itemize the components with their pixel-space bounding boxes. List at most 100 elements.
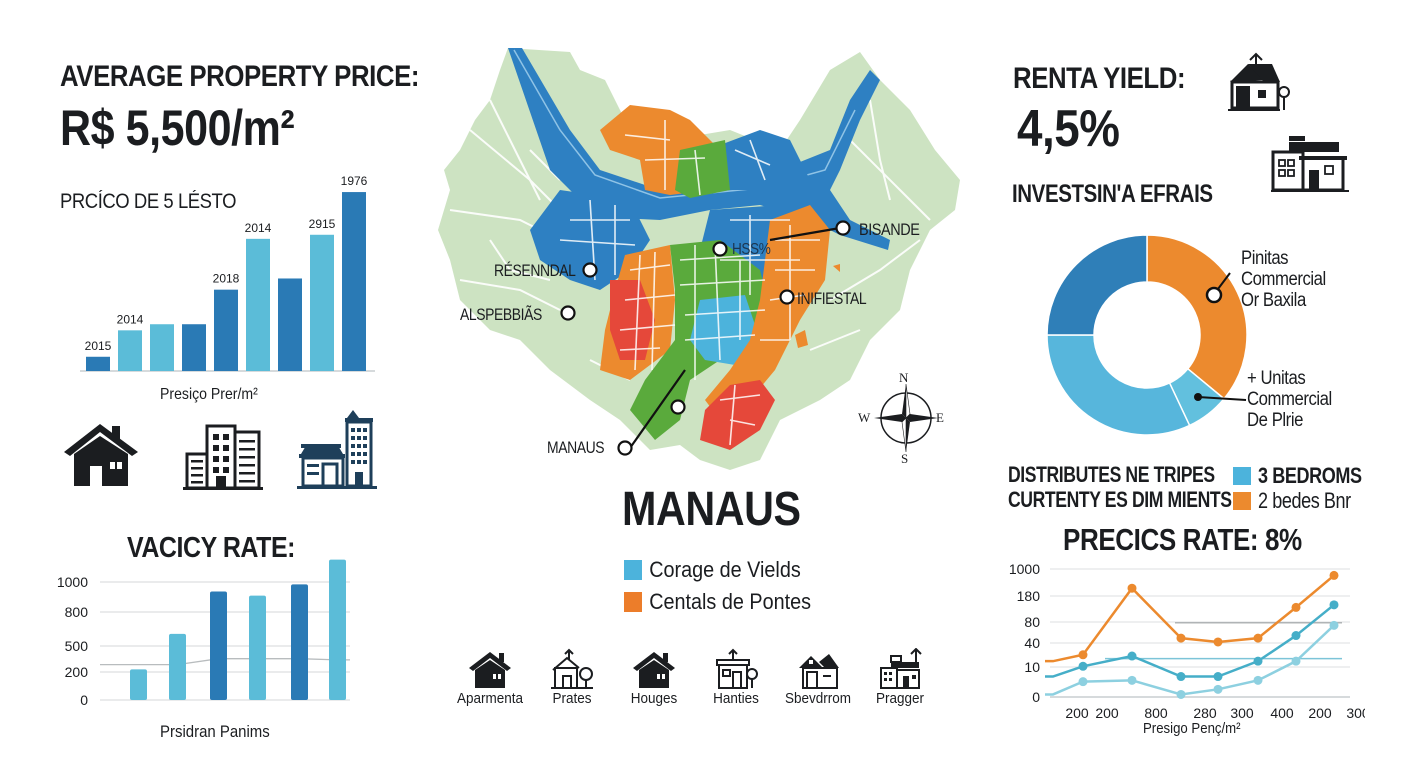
vacancy-y-tick: 1000 (57, 574, 88, 590)
line-point (1253, 633, 1263, 643)
map-label-resenndal: RÉSENNDAL (494, 261, 576, 280)
line-series (1045, 624, 1335, 696)
price-bar (150, 324, 174, 371)
cottage-outline-icon (799, 654, 839, 689)
legend-item-orange: Centals de Pontes (624, 589, 811, 615)
vacancy-bar-chart: 0 200 500 800 1000 (57, 559, 350, 708)
price-bar (86, 356, 110, 371)
line-point (1253, 675, 1263, 685)
rental-yield-value: 4,5% (1017, 100, 1120, 158)
property-type-apartments[interactable]: Aparmenta (450, 648, 530, 728)
legend-label-3-bedrooms: 3 BEDROMS (1258, 462, 1362, 488)
two-storey-house-icon (1271, 136, 1349, 192)
legend-label-blue: Corage de Vields (649, 557, 801, 582)
line-point (1329, 600, 1339, 610)
line-point (1213, 637, 1223, 647)
map-label-manaus: MANAUS (547, 438, 605, 457)
property-type-sbevdrrom[interactable]: Sbevdrrom (778, 648, 858, 728)
compass-rose: N S W E (858, 370, 958, 466)
house-tree-icon (1228, 52, 1290, 111)
line-point (1127, 675, 1137, 685)
bedroom-legend: 3 BEDROMS 2 bedes Bnr (1233, 463, 1384, 513)
house-tree-outline-icon (551, 648, 593, 689)
price-bar (246, 238, 270, 371)
property-type-pragger[interactable]: Pragger (860, 648, 940, 728)
pin-alspebbias (560, 305, 576, 321)
investment-title: INVESTSIN'A EFRAIS (1012, 180, 1213, 208)
vacancy-title: VACICY RATE: (127, 532, 296, 564)
vacancy-y-tick: 200 (65, 664, 89, 680)
line-y-tick: 1000 (1009, 561, 1040, 577)
price-bar (342, 192, 366, 371)
office-buildings-icon (183, 424, 263, 490)
property-type-prates[interactable]: Prates (532, 648, 612, 728)
donut-slice (1046, 234, 1148, 336)
map-label-bisande: BISANDE (859, 220, 920, 239)
line-series (1045, 574, 1335, 663)
vacancy-y-tick: 800 (65, 604, 89, 620)
property-type-label: Houges (630, 690, 678, 707)
donut-label-units: + Unitas Commercial De Plrie (1247, 368, 1332, 431)
map-legend: Corage de Vields Centals de Pontes (624, 557, 832, 621)
property-type-label: Prates (552, 690, 592, 707)
line-point (1291, 656, 1301, 666)
house-solid-icon (633, 652, 675, 688)
price-bar-label: 1976 (341, 174, 368, 188)
compass-s: S (901, 451, 909, 466)
legend-swatch-2-bedrooms (1233, 491, 1251, 510)
property-type-houges[interactable]: Houges (614, 648, 694, 728)
line-point (1127, 651, 1137, 661)
pin-bisande (835, 220, 851, 236)
line-point (1213, 684, 1223, 694)
compass-w: W (858, 410, 871, 425)
line-point (1127, 583, 1137, 593)
line-x-tick: 200 (1095, 705, 1119, 721)
legend-2-bedrooms: 2 bedes Bnr (1233, 488, 1384, 513)
line-y-tick: 80 (1024, 614, 1040, 630)
line-x-tick: 400 (1270, 705, 1294, 721)
price-bar-label: 2915 (309, 217, 336, 231)
line-x-tick: 200 (1065, 705, 1089, 721)
price-bar (118, 330, 142, 371)
vacancy-y-tick: 0 (80, 692, 88, 708)
line-point (1213, 672, 1223, 682)
pin-inifiestal (779, 289, 795, 305)
line-x-tick: 300 (1346, 705, 1365, 721)
property-type-label: Pragger (875, 690, 925, 707)
property-price-value: R$ 5,500/m² (60, 100, 295, 156)
price-bar-chart: 2015 2014 2018 2014 2915 1976 (80, 174, 375, 372)
property-type-label: Sbevdrrom (784, 690, 852, 707)
line-point (1291, 602, 1301, 612)
line-point (1176, 633, 1186, 643)
price-bar (182, 324, 206, 371)
price-bar-label: 2014 (117, 312, 144, 326)
shop-tree-outline-icon (716, 648, 758, 689)
legend-item-blue: Corage de Vields (624, 557, 811, 583)
precics-line-chart: 0 10 40 80 180 1000 200 200 800 280 300 400 200 300 (1009, 561, 1365, 721)
donut-leader-lines (1194, 272, 1247, 401)
line-x-tick: 800 (1144, 705, 1168, 721)
vacancy-y-tick: 500 (65, 638, 89, 654)
line-point (1253, 656, 1263, 666)
line-x-tick: 280 (1193, 705, 1217, 721)
line-point (1176, 672, 1186, 682)
line-point (1176, 689, 1186, 699)
pin-south (670, 399, 686, 415)
distribution-text: DISTRIBUTES NE TRIPES CURTENTY ES DIM MI… (1008, 462, 1232, 512)
pin-hss (712, 241, 728, 257)
price-chart-title: PRCÍCO DE 5 LÉSTO (60, 190, 237, 213)
line-y-tick: 0 (1032, 689, 1040, 705)
line-x-tick: 200 (1308, 705, 1332, 721)
property-price-title: AVERAGE PROPERTY PRICE: (60, 60, 420, 93)
line-point (1329, 570, 1339, 580)
city-map[interactable] (430, 40, 975, 480)
property-type-hanties[interactable]: Hanties (696, 648, 776, 728)
line-point (1078, 677, 1088, 687)
rental-yield-title: RENTA YIELD: (1013, 62, 1186, 95)
price-bar-label: 2014 (245, 221, 272, 235)
map-label-inifiestal: INIFIESTAL (797, 289, 867, 308)
donut-label-commercial: Pinitas Commercial Or Baxila (1241, 248, 1326, 311)
legend-swatch-blue (624, 560, 642, 580)
line-point (1078, 650, 1088, 660)
line-point (1078, 661, 1088, 671)
